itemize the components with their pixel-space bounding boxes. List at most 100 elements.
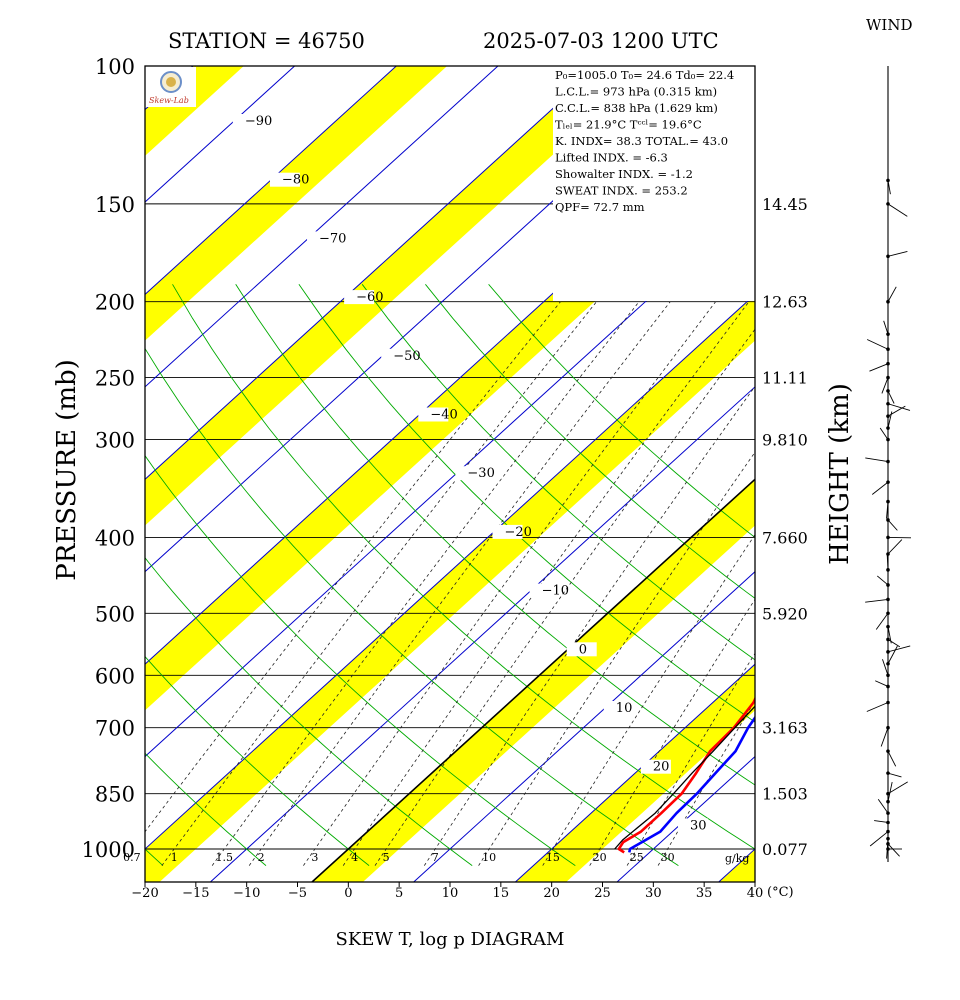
mixing-ratio-label: 2: [258, 851, 265, 864]
wind-barb: [874, 820, 889, 823]
wind-barb: [887, 403, 911, 411]
mixing-ratio-line: [342, 301, 750, 866]
wind-barb: [866, 339, 889, 350]
isotherm-label-bg: [344, 290, 375, 305]
isotherm-line: [145, 66, 499, 388]
band: [145, 66, 244, 156]
x-tick-label: 35: [696, 886, 713, 901]
isotherm-label-bg: [677, 818, 708, 833]
isotherm-line: [515, 663, 755, 882]
wind-barb: [883, 320, 889, 335]
isotherm-label-bg: [492, 524, 523, 539]
index-line: Lifted INDX. = -6.3: [555, 151, 668, 165]
isotherm-label-bg: [232, 114, 263, 128]
mixing-ratio-label: 7: [432, 851, 439, 864]
mixing-ratio-label: 0.7: [123, 851, 141, 864]
dry-adiabat-line: [425, 284, 755, 599]
wind-barb: [877, 798, 889, 814]
mixing-ratio-label: 1: [171, 851, 178, 864]
dry-adiabat-line: [145, 655, 370, 866]
height-axis-ticks: 14.45 12.63 11.11 9.810 7.660 5.920 3.163 1.503…: [762, 195, 808, 859]
dry-adiabat-line: [145, 557, 473, 866]
isotherm-label-bg: [418, 407, 449, 422]
index-line: SWEAT INDX. = 253.2: [555, 184, 688, 198]
mixing-ratio-label: 10: [482, 851, 496, 864]
wind-barb: [869, 363, 889, 372]
pressure-tick-label: 700: [95, 717, 135, 741]
height-tick-label: 12.63: [762, 293, 808, 312]
mixing-ratio-line: [589, 598, 755, 866]
series-temperature-line: [617, 192, 755, 854]
isotherm-label-bg: [640, 759, 671, 774]
isotherm-label: −10: [542, 584, 569, 599]
isotherm-label: −40: [430, 408, 457, 423]
wind-barb: [887, 626, 892, 644]
mixing-ratio-label: 1.5: [216, 851, 234, 864]
pressure-tick-label: 850: [95, 783, 135, 807]
isotherm-line: [145, 66, 702, 573]
isotherm-label-bg: [529, 583, 560, 598]
index-line: Showalter INDX. = -1.2: [555, 167, 693, 181]
wind-barb: [875, 680, 889, 687]
wind-barb: [876, 575, 889, 586]
wind-barb: [871, 481, 889, 495]
index-line: P₀=1005.0 T₀= 24.6 Td₀= 22.4: [555, 68, 734, 82]
isotherm-label-bg: [603, 701, 634, 715]
isotherm-label: 10: [616, 701, 633, 716]
mixing-ratio-line: [161, 301, 597, 866]
wind-barb: [880, 727, 889, 747]
wind-barb: [865, 598, 889, 603]
sounding-series: [614, 192, 755, 854]
x-tick-label: −10: [233, 886, 260, 901]
series-dewpoint-line: [628, 715, 755, 853]
wind-barb: [887, 781, 893, 802]
wind-barb: [887, 843, 900, 857]
isotherm-label-bg: [455, 466, 486, 481]
dry-adiabat-line: [235, 284, 755, 786]
wind-barb: [887, 180, 891, 195]
wind-barb: [866, 702, 889, 712]
x-tick-label: 10: [442, 886, 459, 901]
band: [145, 294, 755, 882]
height-tick-label: 7.660: [762, 528, 808, 547]
pressure-tick-label: 400: [95, 526, 135, 550]
isotherm-label: −30: [467, 466, 494, 481]
x-tick-label: −5: [288, 886, 307, 901]
index-line: C.C.L.= 838 hPa (1.629 km): [555, 101, 718, 115]
mixing-ratio-line: [626, 652, 755, 866]
x-tick-label: 20: [543, 886, 560, 901]
band: [145, 66, 651, 526]
wind-barb: [886, 501, 889, 519]
dry-adiabat-line: [361, 284, 755, 661]
isotherm-line: [145, 66, 600, 480]
band: [0, 66, 40, 882]
pressure-tick-label: 150: [95, 193, 135, 217]
wind-barb: [887, 251, 908, 257]
pressure-tick-label: 200: [95, 291, 135, 315]
pressure-tick-label: 250: [95, 367, 135, 391]
wind-barb: [869, 831, 889, 847]
isotherm-labels: −90 −80 −70 −60 −50 −40 −30 −20 −10 0 10 20 30: [232, 114, 708, 833]
diagram-caption: SKEW T, log p DIAGRAM: [336, 929, 565, 950]
index-line: L.C.L.= 973 hPa (0.315 km): [555, 85, 717, 99]
wind-barb: [886, 838, 889, 859]
mixing-ratio-labels: 0.7 1 1.5 2 3 4 5 7 10 15 20 25 30: [123, 851, 675, 864]
wind-barb: [887, 203, 908, 217]
isotherm-label-bg: [269, 172, 300, 187]
isotherm-label: −50: [393, 349, 420, 364]
wind-barb: [887, 781, 908, 795]
y-axis-title: PRESSURE (mb): [52, 359, 82, 581]
pressure-tick-label: 1000: [82, 838, 135, 862]
wind-barb: [865, 457, 889, 462]
height-tick-label: 3.163: [762, 719, 808, 738]
wind-barb: [887, 405, 906, 417]
isotherm-label-bg: [381, 348, 412, 363]
wind-barb: [879, 427, 889, 440]
x-tick-label: 30: [645, 886, 662, 901]
isotherm-label-bg: [566, 642, 597, 657]
dry-adiabat-line: [145, 752, 267, 866]
wind-profile: [865, 66, 912, 862]
dry-adiabat-line: [488, 284, 755, 538]
dry-adiabat-line: [0, 284, 60, 865]
wind-barb: [887, 645, 911, 653]
